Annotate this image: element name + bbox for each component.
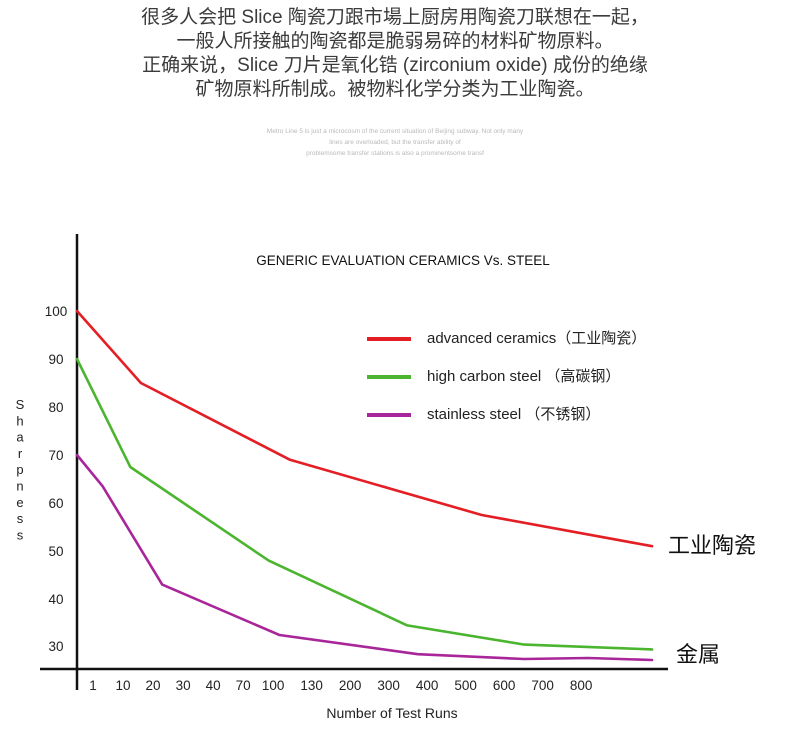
x-tick-label: 70 — [236, 678, 251, 693]
legend-label-3: stainless steel （不锈钢） — [427, 406, 600, 423]
annotation-metal: 金属 — [676, 642, 720, 667]
y-axis-label-letter: h — [16, 413, 23, 428]
y-tick-label: 40 — [48, 592, 63, 607]
x-tick-label: 600 — [493, 678, 516, 693]
x-tick-label: 400 — [416, 678, 439, 693]
x-tick-label: 1 — [89, 678, 97, 693]
x-tick-label: 800 — [570, 678, 593, 693]
chart-legend: advanced ceramics（工业陶瓷） high carbon steel… — [367, 330, 646, 423]
intro-line: 一般人所接触的陶瓷都是脆弱易碎的材料矿物原料。 — [176, 31, 614, 52]
intro-line: 很多人会把 Slice 陶瓷刀跟市場上厨房用陶瓷刀联想在一起， — [141, 7, 649, 28]
x-tick-label: 300 — [377, 678, 400, 693]
y-axis-label-letter: a — [16, 430, 24, 445]
x-tick-label: 30 — [176, 678, 191, 693]
chart-title: GENERIC EVALUATION CERAMICS Vs. STEEL — [256, 253, 550, 268]
y-axis-label-letter: s — [17, 511, 24, 526]
annotation-ceramics: 工业陶瓷 — [668, 533, 756, 558]
x-tick-label: 100 — [262, 678, 285, 693]
x-tick-label: 700 — [531, 678, 554, 693]
watermark-line: lines are overloaded, but the transfer a… — [329, 139, 461, 146]
y-axis-label-letter: s — [17, 527, 24, 542]
y-axis-label-letter: r — [18, 446, 23, 461]
chart-series — [75, 309, 654, 662]
y-axis-label-letter: p — [16, 462, 23, 477]
x-tick-label: 20 — [146, 678, 161, 693]
x-tick-label: 200 — [339, 678, 362, 693]
series-line-3 — [75, 453, 654, 662]
x-axis-label: Number of Test Runs — [326, 705, 457, 721]
intro-line: 矿物原料所制成。被物料化学分类为工业陶瓷。 — [195, 79, 595, 100]
y-tick-label: 30 — [48, 639, 63, 654]
chart-axes — [40, 234, 668, 690]
y-tick-label: 60 — [48, 496, 63, 511]
y-tick-label: 50 — [48, 544, 63, 559]
series-line-2 — [75, 357, 654, 651]
legend-label-1: advanced ceramics（工业陶瓷） — [427, 330, 646, 347]
x-tick-label: 500 — [454, 678, 477, 693]
y-tick-label: 70 — [48, 448, 63, 463]
watermark-text: Metro Line 5 is just a microcosm of the … — [200, 126, 590, 159]
intro-paragraph: 很多人会把 Slice 陶瓷刀跟市場上厨房用陶瓷刀联想在一起， 一般人所接触的陶… — [0, 6, 790, 102]
legend-label-2: high carbon steel （高碳钢） — [427, 368, 620, 385]
x-tick-label: 10 — [116, 678, 131, 693]
y-axis-label-letter: n — [16, 479, 23, 494]
x-tick-label: 40 — [206, 678, 221, 693]
watermark-line: problemsome transfer stations is also a … — [306, 150, 484, 157]
y-tick-label: 80 — [48, 400, 63, 415]
y-axis-label-letter: e — [16, 495, 23, 510]
y-tick-label: 90 — [48, 352, 63, 367]
watermark-line: Metro Line 5 is just a microcosm of the … — [266, 128, 524, 135]
series-line-1 — [75, 309, 654, 548]
intro-line: 正确来说，Slice 刀片是氧化锆 (zirconium oxide) 成份的绝… — [142, 55, 648, 76]
x-tick-label: 130 — [300, 678, 323, 693]
y-axis-label-letter: S — [16, 397, 25, 412]
y-tick-label: 100 — [45, 304, 68, 319]
